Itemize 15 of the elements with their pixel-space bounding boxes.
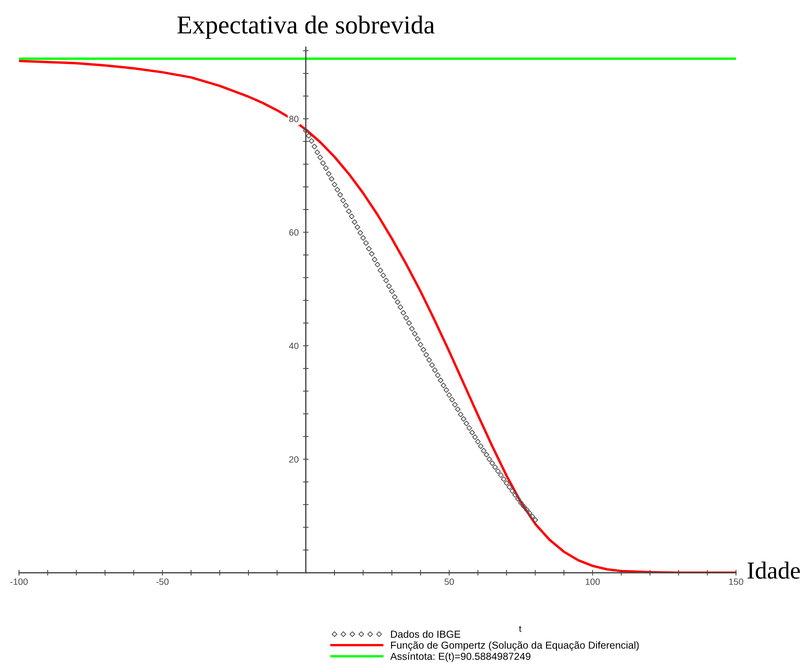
x-tick-label: -50	[156, 578, 169, 585]
x-tick-label: 50	[444, 578, 454, 585]
legend-label: Função de Gompertz (Solução da Equação Diferencial)	[391, 641, 639, 651]
chart-title: Expectativa de sobrevida	[177, 16, 435, 39]
y-tick-label: 60	[289, 229, 299, 236]
y-tick-label: 20	[289, 456, 299, 463]
legend-label: Dados do IBGE	[391, 630, 460, 638]
x-axis-title: t	[519, 626, 522, 632]
x-tick-label: 150	[729, 578, 744, 585]
legend-label: Assíntota: E(t)=90.5884987249	[390, 652, 530, 662]
y-tick-label: 40	[289, 342, 299, 350]
text: Idade	[748, 562, 800, 579]
y-tick-label: 80	[289, 116, 299, 122]
x-tick-label: -100	[10, 578, 28, 585]
x-tick-label: 100	[586, 578, 600, 585]
